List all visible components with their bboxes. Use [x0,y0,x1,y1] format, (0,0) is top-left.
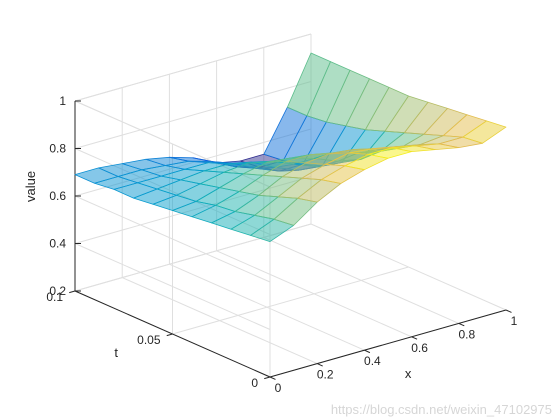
right-wall-grid-line-z [74,81,312,149]
t-tick-label: 0.1 [46,290,63,304]
x-tick-label: 0.4 [364,354,381,368]
t-tick [264,376,271,380]
x-tick-label: 1 [511,314,518,328]
x-tick [269,376,276,380]
t-axis-label: t [114,345,118,360]
t-tick-label: 0 [251,376,258,390]
x-tick [505,309,512,313]
value-tick-label: 0.8 [49,142,66,156]
value-tick-label: 0.2 [49,284,66,298]
box-edge [74,33,312,102]
t-tick [69,290,76,294]
x-tick [364,349,371,354]
surface-face [462,120,507,144]
t-tick [166,333,173,337]
x-tick [411,336,418,340]
left-wall-grid-line-z [74,243,271,330]
x-axis-line [269,309,507,378]
x-tick-label: 0 [275,381,282,395]
x-tick [316,363,323,367]
tick-marks [69,100,512,380]
value-axis-label: value [23,171,38,202]
value-tick-label: 0.4 [49,237,66,251]
watermark-text: https://blog.csdn.net/weixin_47102975 [330,402,552,417]
x-axis-label: x [405,366,412,381]
x-tick-label: 0.2 [317,368,334,382]
x-tick [458,322,465,327]
x-tick-label: 0.6 [411,341,428,355]
floor-grid-line-t [172,266,409,335]
left-wall-grid-line-z [74,195,271,283]
value-tick-label: 1 [59,94,66,108]
surface-mesh [74,52,507,243]
t-tick-label: 0.05 [137,333,161,347]
x-tick-label: 0.8 [458,327,475,341]
value-tick-label: 0.6 [49,189,66,203]
